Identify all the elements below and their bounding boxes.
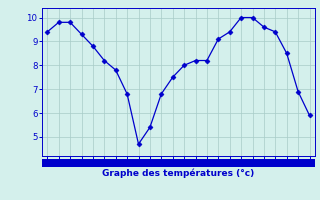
X-axis label: Graphe des températures (°c): Graphe des températures (°c) [102, 168, 254, 178]
